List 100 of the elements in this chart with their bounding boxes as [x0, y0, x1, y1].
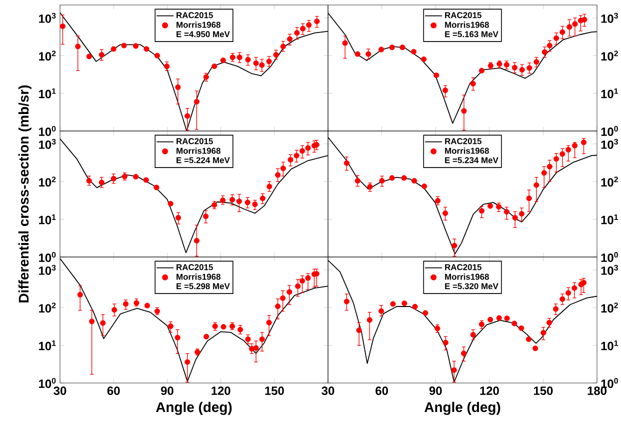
point: [132, 43, 139, 49]
legend-label: RAC2015: [445, 264, 482, 270]
point: [112, 307, 118, 313]
point: [342, 40, 348, 46]
point: [452, 242, 458, 248]
point: [175, 84, 181, 90]
y-tick-label: 10$^{1}$: [39, 340, 56, 350]
point: [572, 21, 578, 27]
legend-label: RAC2015: [176, 138, 213, 144]
point: [295, 283, 301, 289]
point: [367, 184, 373, 190]
point: [305, 145, 311, 151]
legend-label: Morris1968: [445, 274, 489, 280]
y-tick-label: 10$^{3}$: [39, 264, 56, 275]
annotation: E =5.320 MeV: [445, 283, 498, 290]
point: [245, 56, 251, 62]
x-tick-label: 30: [54, 386, 66, 396]
point: [230, 54, 236, 60]
y-tick-label: 10$^{2}$: [601, 176, 618, 187]
point: [236, 54, 242, 60]
point: [300, 26, 306, 32]
point: [354, 178, 360, 184]
point: [266, 320, 272, 326]
x-tick-label: 120: [212, 386, 230, 395]
x-tick-label: 90: [429, 386, 442, 395]
point: [212, 64, 218, 70]
point: [75, 44, 81, 50]
point: [144, 302, 150, 308]
point: [496, 204, 502, 210]
point: [275, 304, 281, 310]
y-tick-label: 10$^{3}$: [601, 138, 618, 149]
point: [389, 44, 395, 50]
y-tick-label: 10$^{1}$: [601, 214, 618, 224]
point: [273, 52, 279, 58]
point: [344, 160, 350, 166]
annotation: E =5.224 MeV: [176, 157, 230, 164]
point: [236, 198, 242, 204]
y-tick-label: 10$^{2}$: [39, 50, 56, 61]
point: [534, 182, 540, 188]
y-tick-label: 10$^{1}$: [39, 88, 56, 98]
point: [512, 320, 518, 326]
point: [478, 68, 484, 74]
point: [442, 210, 448, 216]
point: [554, 35, 560, 41]
point: [410, 48, 417, 54]
point: [541, 170, 547, 176]
point: [203, 214, 209, 220]
x-tick-label: 60: [376, 386, 388, 395]
point: [60, 23, 66, 30]
annotation: E =5.234 MeV: [445, 157, 498, 164]
point: [86, 178, 92, 184]
point: [412, 304, 418, 310]
point: [422, 310, 428, 316]
point: [306, 22, 312, 28]
point: [110, 46, 116, 52]
point: [259, 62, 265, 68]
point: [460, 350, 467, 356]
point: [488, 316, 494, 322]
point: [184, 113, 190, 119]
point: [229, 196, 236, 203]
point: [175, 214, 182, 221]
point: [560, 29, 566, 35]
legend-label: RAC2015: [176, 264, 213, 270]
point: [402, 300, 408, 306]
legend-label: Morris1968: [445, 22, 489, 28]
point: [512, 214, 518, 221]
point: [451, 367, 457, 373]
point: [420, 56, 427, 62]
point: [154, 52, 160, 58]
point: [260, 196, 266, 202]
point: [560, 296, 566, 302]
legend-label: RAC2015: [445, 12, 482, 18]
point: [168, 200, 174, 206]
y-tick-label: 10$^{0}$: [601, 126, 618, 136]
y-tick-label: 10$^{0}$: [39, 126, 56, 136]
annotation: E =5.298 MeV: [176, 283, 230, 290]
point: [154, 184, 160, 190]
point: [98, 52, 104, 58]
point: [518, 211, 524, 217]
point: [496, 315, 502, 321]
point: [504, 316, 510, 322]
x-tick-label: 120: [480, 386, 499, 395]
legend-label: Morris1968: [176, 22, 220, 28]
y-tick-label: 10$^{2}$: [39, 176, 56, 187]
y-axis-title: Differential cross-section (mb/sr): [18, 85, 32, 302]
line-series: [328, 260, 598, 383]
y-tick-label: 10$^{3}$: [601, 12, 618, 23]
y-tick-label: 10$^{1}$: [601, 88, 618, 98]
point: [526, 65, 532, 71]
point: [174, 334, 180, 340]
legend-label: RAC2015: [176, 12, 213, 18]
annotation: E =5.163 MeV: [445, 31, 498, 38]
point: [356, 328, 362, 334]
point: [566, 290, 572, 296]
point: [390, 301, 396, 307]
y-tick-label: 10$^{1}$: [39, 214, 56, 224]
point: [110, 176, 116, 182]
y-tick-label: 10$^{1}$: [601, 340, 618, 350]
x-tick-label: 150: [534, 386, 553, 395]
legend-label: Morris1968: [176, 148, 220, 154]
